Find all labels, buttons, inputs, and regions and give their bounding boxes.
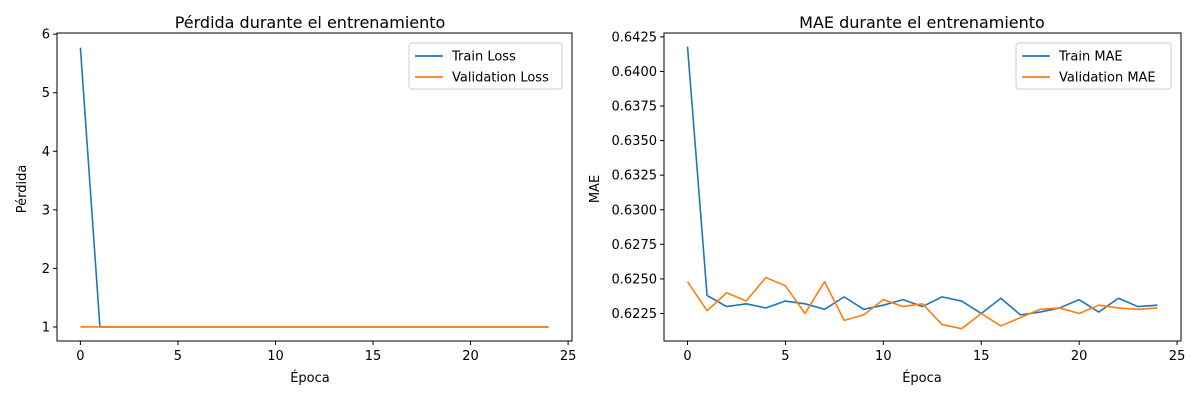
y-tick-label: 3 bbox=[42, 203, 50, 218]
x-tick-label: 0 bbox=[76, 349, 84, 364]
y-tick-label: 0.6225 bbox=[612, 307, 658, 322]
y-axis-label: Pérdida bbox=[15, 165, 30, 214]
x-tick-label: 20 bbox=[462, 349, 479, 364]
x-axis-label: Época bbox=[902, 370, 942, 386]
legend: Train MAE Validation MAE bbox=[1015, 42, 1172, 90]
legend-label: Train Loss bbox=[451, 50, 516, 65]
chart-title: MAE durante el entrenamiento bbox=[799, 13, 1045, 32]
plot-frame bbox=[56, 32, 573, 342]
y-tick-label: 4 bbox=[42, 145, 50, 160]
x-tick-label: 15 bbox=[973, 349, 990, 364]
y-tick-label: 0.6275 bbox=[612, 238, 658, 253]
series-line-0 bbox=[79, 47, 549, 328]
legend-label: Validation Loss bbox=[452, 71, 549, 86]
legend-box bbox=[408, 42, 563, 90]
legend: Train Loss Validation Loss bbox=[408, 42, 563, 90]
chart-panel-loss: Pérdida durante el entrenamiento Época P… bbox=[15, 13, 576, 386]
legend-label: Validation MAE bbox=[1059, 71, 1156, 86]
y-axis-label: MAE bbox=[588, 175, 603, 203]
y-tick-label: 0.6300 bbox=[612, 203, 658, 218]
y-tick-label: 6 bbox=[42, 28, 50, 43]
x-tick-label: 10 bbox=[267, 349, 284, 364]
y-tick-label: 1 bbox=[42, 320, 50, 335]
y-tick-label: 0.6350 bbox=[612, 134, 658, 149]
x-tick-label: 0 bbox=[683, 349, 691, 364]
y-tick-label: 0.6325 bbox=[612, 169, 658, 184]
chart-title: Pérdida durante el entrenamiento bbox=[175, 13, 446, 32]
x-tick-label: 5 bbox=[174, 349, 182, 364]
legend-box bbox=[1015, 42, 1172, 90]
legend-label: Train MAE bbox=[1058, 50, 1123, 65]
chart-panel-mae: MAE durante el entrenamiento Época MAE 0… bbox=[588, 13, 1185, 386]
x-tick-label: 20 bbox=[1071, 349, 1088, 364]
x-tick-label: 15 bbox=[365, 349, 382, 364]
x-tick-label: 25 bbox=[560, 349, 577, 364]
y-tick-label: 0.6375 bbox=[612, 100, 658, 115]
plot-frame bbox=[663, 32, 1182, 342]
x-tick-label: 10 bbox=[875, 349, 892, 364]
x-tick-label: 5 bbox=[781, 349, 789, 364]
series-line-0 bbox=[686, 46, 1158, 316]
x-axis-label: Época bbox=[290, 370, 330, 386]
y-tick-label: 0.6425 bbox=[612, 30, 658, 45]
y-tick-label: 0.6400 bbox=[612, 65, 658, 80]
series-line-1 bbox=[686, 276, 1158, 330]
y-tick-label: 2 bbox=[42, 262, 50, 277]
x-tick-label: 25 bbox=[1169, 349, 1186, 364]
y-tick-label: 5 bbox=[42, 86, 50, 101]
y-tick-label: 0.6250 bbox=[612, 272, 658, 287]
